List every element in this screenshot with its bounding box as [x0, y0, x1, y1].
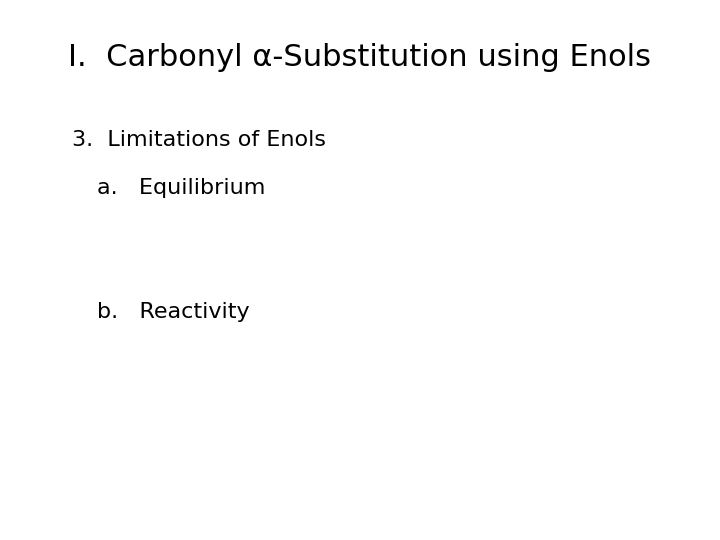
Text: 3.  Limitations of Enols: 3. Limitations of Enols	[72, 130, 326, 150]
Text: I.  Carbonyl α-Substitution using Enols: I. Carbonyl α-Substitution using Enols	[68, 43, 652, 72]
Text: a.   Equilibrium: a. Equilibrium	[97, 178, 266, 198]
Text: b.   Reactivity: b. Reactivity	[97, 302, 250, 322]
